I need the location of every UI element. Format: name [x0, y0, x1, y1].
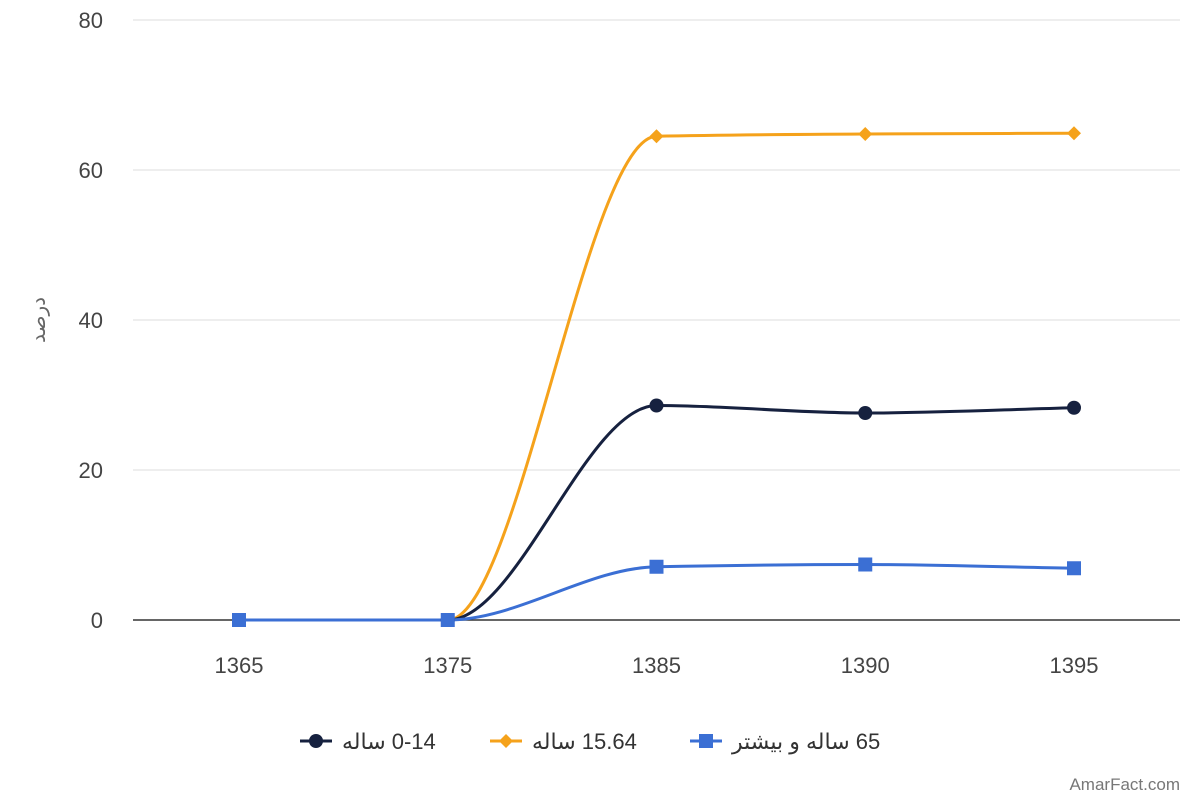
x-tick-label: 1365 [215, 653, 264, 678]
legend-marker [699, 734, 713, 748]
legend: 0-14 ساله 15.64 ساله 65 ساله و بیشتر [300, 729, 880, 754]
y-tick-label: 80 [79, 8, 103, 33]
x-tick-label: 1390 [841, 653, 890, 678]
y-tick-label: 40 [79, 308, 103, 333]
data-point [1067, 126, 1081, 141]
legend-marker [499, 734, 513, 748]
y-tick-label: 0 [91, 608, 103, 633]
legend-label: 15.64 ساله [532, 729, 637, 754]
watermark-credit: AmarFact.com [1069, 775, 1180, 794]
legend-item[interactable]: 65 ساله و بیشتر [690, 729, 880, 754]
data-point [232, 613, 246, 627]
data-point [858, 406, 873, 420]
x-tick-label: 1395 [1050, 653, 1099, 678]
data-point [649, 129, 664, 144]
gridlines [133, 19, 1180, 621]
legend-label: 0-14 ساله [342, 729, 436, 754]
data-point [1067, 561, 1081, 576]
series-line [239, 131, 1075, 622]
data-point [649, 398, 664, 413]
y-tick-label: 60 [79, 158, 103, 183]
data-point [649, 559, 664, 574]
y-tick-label: 20 [79, 458, 103, 483]
data-point [440, 613, 455, 627]
y-axis-label: درصد [28, 297, 50, 343]
x-tick-label: 1385 [632, 653, 681, 678]
x-tick-label: 1375 [423, 653, 472, 678]
data-point [858, 557, 873, 572]
data-point [858, 127, 873, 141]
series [232, 126, 1081, 627]
legend-item[interactable]: 15.64 ساله [490, 729, 637, 754]
legend-marker [309, 734, 323, 748]
legend-label: 65 ساله و بیشتر [731, 729, 880, 754]
x-axis-ticks: 1365 1375 1385 1390 1395 [215, 653, 1099, 678]
y-axis-ticks: 0 20 40 60 80 [79, 8, 103, 633]
series-line [239, 403, 1075, 622]
legend-item[interactable]: 0-14 ساله [300, 729, 436, 754]
data-point [1067, 400, 1081, 415]
